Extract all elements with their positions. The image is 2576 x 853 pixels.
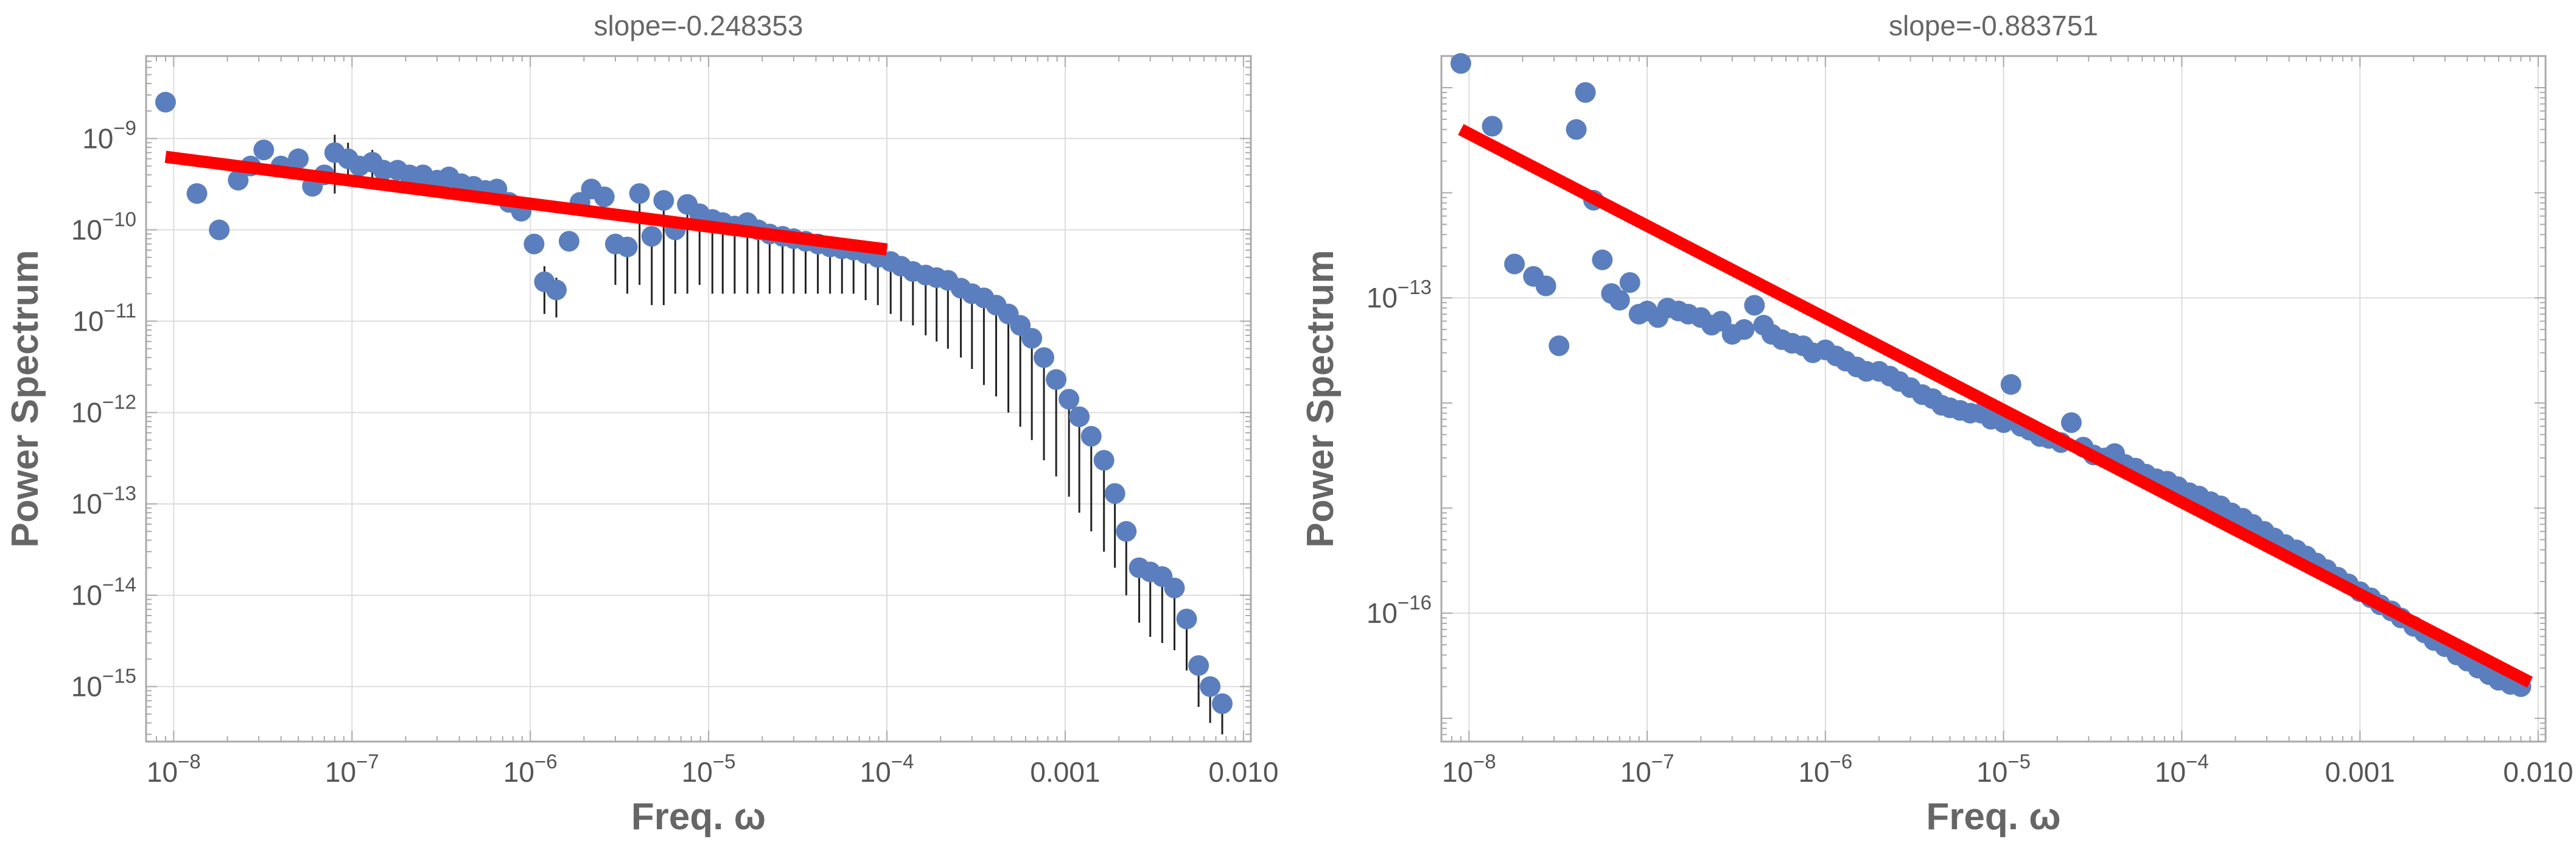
data-point: [1104, 483, 1125, 504]
data-point: [629, 183, 650, 204]
data-point: [1609, 290, 1630, 311]
data-point: [1046, 369, 1067, 390]
y-tick-label: 10−12: [71, 391, 136, 429]
x-tick-label: 10−4: [2155, 750, 2209, 788]
right-minor-ticks: [1441, 55, 2546, 742]
data-point: [1034, 347, 1055, 368]
x-tick-label: 10−6: [503, 750, 558, 788]
x-tick-label: 10−6: [1798, 750, 1852, 788]
data-point: [1116, 521, 1137, 542]
data-point: [1069, 406, 1090, 427]
data-point: [228, 169, 249, 191]
right-y-axis-label: Power Spectrum: [1300, 250, 1342, 547]
x-tick-label: 10−7: [325, 750, 379, 788]
x-tick-label: 0.010: [1208, 756, 1278, 788]
data-point: [155, 91, 176, 113]
y-tick-label: 10−13: [1367, 276, 1432, 314]
data-point: [593, 186, 615, 208]
data-point: [1566, 119, 1587, 140]
data-point: [1592, 249, 1613, 270]
data-point: [1164, 577, 1185, 599]
data-point: [1535, 275, 1556, 297]
data-point: [641, 226, 662, 247]
y-tick-label: 10−11: [72, 300, 136, 337]
data-point: [1504, 253, 1525, 275]
left-chart: 10−8 10−7 10−6 10−5 10−4 0.001 0.010 10−9 10−10 1…: [4, 10, 1278, 838]
x-tick-label: 10−8: [147, 750, 201, 788]
data-point: [1619, 272, 1640, 293]
data-point: [1176, 608, 1197, 630]
data-point: [653, 190, 674, 211]
left-data-points: [155, 91, 1233, 714]
data-point: [1188, 655, 1209, 676]
left-minor-ticks: [145, 55, 1251, 742]
x-tick-label: 10−5: [1976, 750, 2031, 788]
right-fit-line: [1458, 124, 2533, 688]
y-tick-label: 10−9: [82, 116, 136, 154]
left-y-axis-label: Power Spectrum: [4, 250, 46, 547]
x-tick-label: 10−5: [682, 750, 736, 788]
right-x-axis-label: Freq. ω: [1926, 796, 2060, 838]
y-tick-label: 10−15: [71, 665, 136, 703]
data-point: [1021, 328, 1043, 349]
data-point: [546, 279, 567, 301]
x-tick-label: 10−8: [1442, 750, 1496, 788]
x-tick-label: 0.001: [1030, 756, 1100, 788]
y-tick-label: 10−10: [71, 208, 136, 246]
data-point: [253, 139, 275, 161]
left-fit-line: [164, 150, 888, 256]
left-grid: [146, 56, 1251, 742]
x-tick-label: 10−7: [1620, 750, 1675, 788]
left-x-axis-label: Freq. ω: [631, 796, 766, 838]
data-point: [1080, 426, 1102, 447]
y-tick-label: 10−13: [71, 482, 136, 520]
right-chart: 10−8 10−7 10−6 10−5 10−4 0.001 0.010 10−13 10−16…: [1300, 10, 2573, 838]
right-plot-frame: [1440, 55, 2547, 743]
data-point: [1549, 335, 1570, 356]
data-point: [617, 236, 638, 258]
x-tick-label: 10−4: [860, 750, 914, 788]
data-point: [1059, 388, 1080, 410]
data-point: [2060, 412, 2082, 434]
data-point: [1093, 450, 1115, 471]
x-tick-label: 0.001: [2325, 756, 2395, 788]
data-point: [2000, 374, 2021, 395]
left-plot-frame: [145, 55, 1252, 743]
data-point: [1575, 82, 1596, 103]
data-point: [288, 148, 309, 169]
data-point: [209, 219, 230, 240]
right-chart-title: slope=-0.883751: [1889, 10, 2098, 41]
data-point: [1200, 676, 1221, 697]
left-tick-labels: 10−8 10−7 10−6 10−5 10−4 0.001 0.010 10−9 10−10 1…: [71, 116, 1279, 788]
left-chart-title: slope=-0.248353: [593, 10, 803, 41]
data-point: [523, 233, 545, 254]
data-point: [1744, 295, 1765, 316]
data-point: [1482, 116, 1503, 137]
y-tick-label: 10−14: [71, 574, 136, 611]
x-tick-label: 0.010: [2503, 756, 2573, 788]
data-point: [1211, 693, 1233, 714]
data-point: [186, 183, 208, 204]
data-point: [1734, 319, 1755, 340]
data-point: [558, 231, 579, 252]
data-point: [1450, 53, 1471, 74]
right-tick-labels: 10−8 10−7 10−6 10−5 10−4 0.001 0.010 10−13 10−16: [1367, 276, 2574, 788]
y-tick-label: 10−16: [1367, 591, 1432, 629]
